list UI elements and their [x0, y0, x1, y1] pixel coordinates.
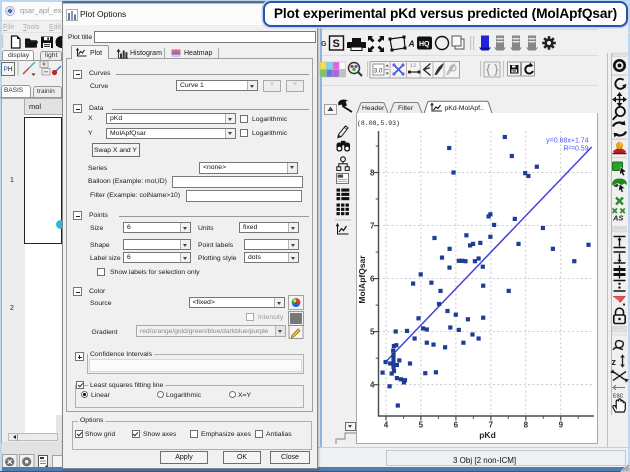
svg-text:(8.08,5.93): (8.08,5.93) — [357, 120, 400, 127]
svg-text:1.2: 1.2 — [410, 63, 416, 68]
svg-text:S: S — [333, 38, 340, 50]
svg-text:y=0.68x+1.74: y=0.68x+1.74 — [546, 138, 589, 145]
svg-text:5: 5 — [370, 327, 375, 336]
svg-text:HQ: HQ — [419, 41, 430, 48]
svg-text:AS: AS — [612, 214, 623, 223]
svg-text:ESC: ESC — [613, 394, 624, 400]
svg-text:6: 6 — [454, 421, 459, 430]
svg-text:MolApfQsar: MolApfQsar — [357, 255, 367, 304]
svg-text:5: 5 — [419, 421, 424, 430]
svg-text:4: 4 — [370, 381, 375, 390]
svg-text:G: G — [321, 41, 327, 48]
svg-text:9: 9 — [559, 421, 564, 430]
svg-text:7: 7 — [489, 421, 494, 430]
svg-text:4: 4 — [384, 421, 389, 430]
svg-text:pKd: pKd — [479, 430, 496, 440]
svg-text:z: z — [612, 357, 617, 367]
svg-text:7: 7 — [370, 221, 375, 230]
svg-text:R²=0.59: R²=0.59 — [563, 146, 588, 153]
svg-text:A: A — [408, 39, 415, 49]
svg-text:6: 6 — [370, 274, 375, 283]
svg-text:8: 8 — [524, 421, 529, 430]
svg-text:3.0: 3.0 — [374, 68, 383, 75]
svg-text:8: 8 — [370, 168, 375, 177]
